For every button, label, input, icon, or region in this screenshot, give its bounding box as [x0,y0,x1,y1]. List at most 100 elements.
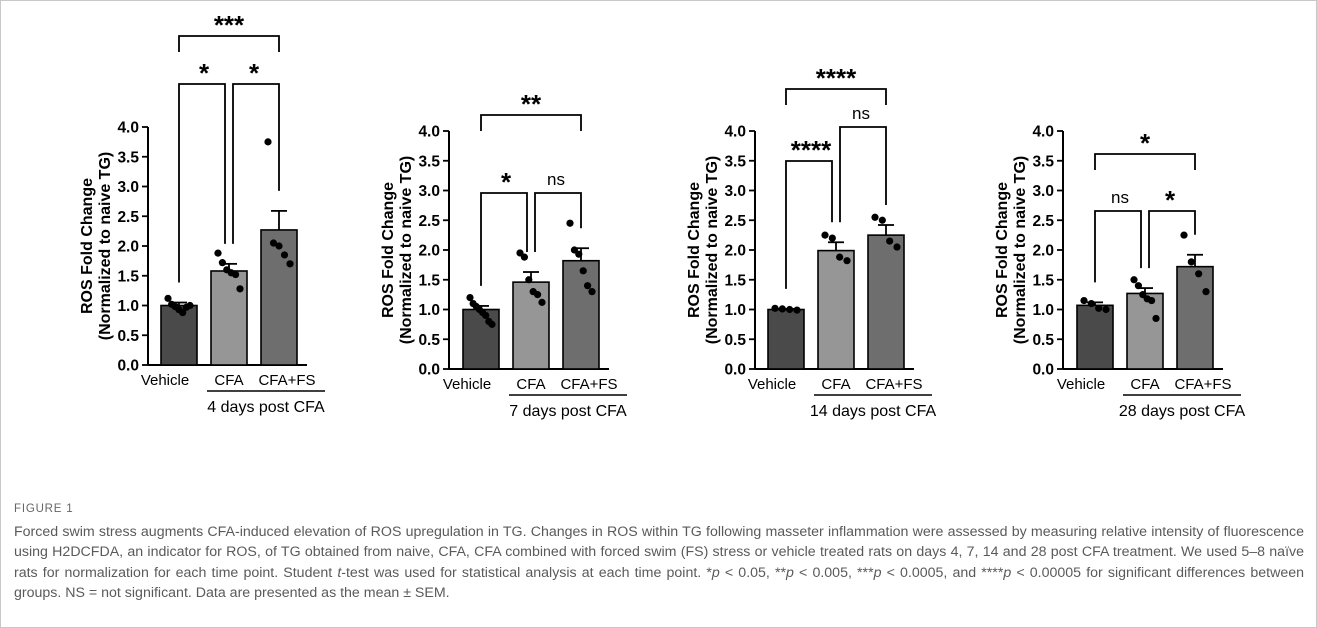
bar-cfa-fs [1176,265,1214,370]
data-point [778,305,786,313]
y-tick-label: 2.5 [418,213,440,230]
significance-bracket [178,35,280,52]
significance-bracket [480,114,582,131]
y-tick-label: 3.0 [724,183,746,200]
bar-cfa [817,249,855,370]
caption-italic: p [1003,564,1012,581]
caption-italic: t [337,564,342,581]
y-tick-label: 3.0 [1032,183,1054,200]
data-point [843,257,851,265]
significance-label: ** [521,89,542,119]
significance-label: **** [816,63,857,93]
y-tick-label: 1.5 [418,272,440,289]
data-point [566,219,574,227]
significance-label: **** [791,135,832,165]
significance-bracket [1094,153,1196,170]
data-point [232,270,240,279]
y-tick-label: 2.5 [117,209,139,226]
significance-bracket [785,160,833,289]
x-category-label: CFA+FS [560,376,617,393]
data-point [520,253,529,261]
data-point [264,138,272,146]
caption-italic: p [873,564,882,581]
significance-label: * [199,58,210,88]
charts-panel: 0.0 0.5 1.0 1.5 2.0 2.5 3.0 3.5 4.0 ROS Fold Chan… [79,10,1245,420]
data-point [236,285,244,293]
x-category-label: Vehicle [1057,376,1105,393]
data-point [1080,296,1088,305]
y-tick-label: 4.0 [117,120,139,137]
caption-part: < 0.05, ** [719,564,787,581]
significance-label: * [501,167,512,197]
y-axis-title: ROS Fold Change [79,178,96,314]
bar-cfa [512,281,550,370]
figure-label: FIGURE 1 [14,503,74,515]
x-category-label: CFA+FS [1174,376,1231,393]
significance-bracket [785,88,887,105]
figure-caption: FIGURE 1 Forced swim stress augments CFA… [14,503,1304,604]
data-point [1187,258,1195,266]
y-tick-label: 0.0 [724,362,746,379]
bar-vehicle [462,308,500,370]
y-tick-label: 0.5 [724,332,746,349]
data-point [871,213,879,221]
x-category-label: CFA [821,376,850,393]
y-tick-label: 2.5 [724,213,746,230]
data-point [821,231,829,239]
data-point [793,306,801,314]
data-point [886,237,894,245]
data-point [286,260,294,268]
data-point [1130,276,1138,284]
y-axis-subtitle: (Normalized to naive TG) [704,156,721,344]
y-tick-label: 0.0 [418,362,440,379]
bar-vehicle [767,308,805,370]
data-point [786,305,794,314]
significance-bracket [1094,210,1142,283]
x-category-label: CFA [1130,376,1159,393]
data-point [525,276,533,284]
data-point [878,216,886,224]
significance-label: *** [214,10,245,40]
y-tick-label: 4.0 [418,124,440,141]
y-tick-label: 4.0 [1032,124,1054,141]
bar-cfa [1126,292,1164,370]
data-point [1102,305,1110,314]
y-tick-label: 3.0 [117,179,139,196]
y-tick-label: 0.0 [1032,362,1054,379]
data-point [1134,282,1142,290]
y-axis-subtitle: (Normalized to naive TG) [398,156,415,344]
data-point [164,294,172,302]
y-tick-label: 0.5 [117,328,139,345]
y-tick-label: 2.0 [418,243,440,260]
data-point [1195,270,1203,278]
x-category-label: CFA+FS [865,376,922,393]
y-tick-label: 2.0 [117,239,139,256]
significance-bracket [232,83,280,244]
data-point [275,242,283,250]
y-tick-label: 3.5 [117,149,139,166]
y-tick-label: 4.0 [724,124,746,141]
y-tick-label: 1.5 [724,272,746,289]
significance-bracket [839,126,887,223]
y-tick-label: 1.0 [117,298,139,315]
x-category-label: Vehicle [748,376,796,393]
y-tick-label: 1.5 [117,268,139,285]
caption-text: Forced swim stress augments CFA-induced … [14,522,1304,604]
data-point [828,234,836,242]
x-category-label: Vehicle [141,372,189,389]
data-point [269,239,278,247]
caption-part: -test was used for statistical analysis … [341,564,712,581]
y-tick-label: 3.0 [418,183,440,200]
caption-italic: p [786,564,794,581]
data-point [584,282,592,290]
data-point [836,253,844,261]
significance-bracket [480,192,528,286]
data-point [538,298,546,306]
y-tick-label: 2.0 [724,243,746,260]
data-point [534,291,542,299]
data-point [1095,304,1103,312]
timepoint-label: 14 days post CFA [810,403,937,420]
y-tick-label: 3.5 [724,153,746,170]
significance-label: ns [852,104,870,123]
caption-part: < 0.00005 for significant differences be… [14,564,1304,602]
